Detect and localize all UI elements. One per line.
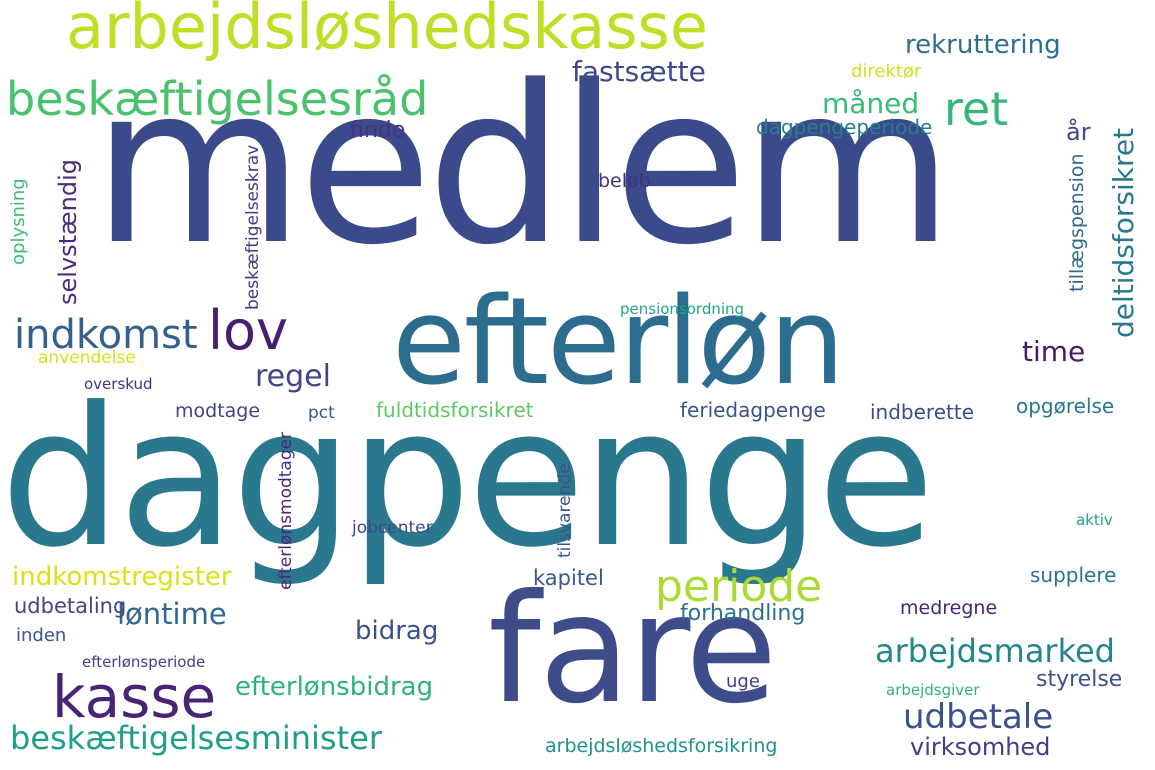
word-maned: måned	[822, 87, 920, 120]
word-arbejdsmarked: arbejdsmarked	[875, 632, 1115, 670]
word-lov: lov	[208, 299, 288, 362]
word-feriedagpenge: feriedagpenge	[680, 398, 826, 422]
word-jobcenter: jobcenter	[352, 518, 433, 538]
word-virksomhed: virksomhed	[910, 733, 1051, 761]
word-dagpengeperiode: dagpengeperiode	[756, 115, 933, 139]
word-time: time	[1022, 335, 1086, 368]
word-efterlonsbidrag: efterlønsbidrag	[235, 672, 434, 702]
word-fuldtidsforsikret: fuldtidsforsikret	[376, 398, 534, 422]
word-regel: regel	[255, 359, 331, 394]
word-efterlonsmodtager: efterlønsmodtager	[276, 431, 296, 590]
word-beskaeftigelseskrav: beskæftigelseskrav	[243, 144, 263, 310]
word-direktor: direktør	[851, 61, 922, 82]
word-forhandling: forhandling	[680, 601, 806, 626]
word-fare: fare	[488, 563, 777, 737]
word-tilsvarende: tilsvarende	[555, 463, 575, 558]
word-overskud: overskud	[84, 375, 153, 393]
word-arbejdsloshedsforsikring: arbejdsløshedsforsikring	[545, 735, 778, 757]
word-fastsaette: fastsætte	[572, 55, 706, 88]
word-styrelse: styrelse	[1036, 667, 1123, 692]
word-modtage: modtage	[175, 400, 261, 422]
word-finde: finde	[350, 118, 406, 143]
word-kapitel: kapitel	[533, 566, 604, 590]
word-belob: beløb	[598, 170, 651, 192]
word-dagpenge: dagpenge	[0, 367, 935, 590]
word-arbejdsgiver: arbejdsgiver	[886, 681, 980, 699]
word-indkomst: indkomst	[14, 312, 198, 358]
word-aktiv: aktiv	[1076, 511, 1113, 529]
word-uge: uge	[726, 671, 760, 692]
word-beskaeftigelsesrad: beskæftigelsesråd	[6, 72, 429, 126]
word-selvstaendig: selvstændig	[54, 159, 82, 305]
word-inden: inden	[16, 625, 67, 646]
word-supplere: supplere	[1030, 563, 1117, 587]
word-medlem: medlem	[92, 40, 954, 293]
word-bidrag: bidrag	[355, 616, 439, 646]
word-ar: år	[1066, 118, 1091, 146]
word-tillaegspension: tillægspension	[1066, 153, 1088, 292]
word-efterlon: efterløn	[392, 273, 845, 412]
word-arbejdsloshedskasse: arbejdsløshedskasse	[66, 0, 708, 63]
word-udbetaling: udbetaling	[14, 594, 127, 618]
word-anvendelse: anvendelse	[38, 348, 136, 368]
word-pensionsordning: pensionsordning	[620, 300, 745, 318]
word-indkomstregister: indkomstregister	[12, 562, 232, 592]
word-kasse: kasse	[52, 663, 217, 731]
word-pct: pct	[308, 403, 335, 423]
word-oplysning: oplysning	[8, 178, 29, 265]
word-opgorelse: opgørelse	[1016, 394, 1115, 418]
word-efterlonsperiode: efterlønsperiode	[82, 653, 206, 671]
word-indberette: indberette	[870, 400, 975, 424]
word-beskaeftigelsesminister: beskæftigelsesminister	[10, 719, 382, 757]
word-ret: ret	[944, 82, 1009, 136]
word-lontime: løntime	[117, 597, 227, 631]
word-periode: periode	[655, 561, 823, 612]
word-rekruttering: rekruttering	[905, 30, 1061, 60]
word-deltidsforsikret: deltidsforsikret	[1107, 127, 1140, 338]
word-udbetale: udbetale	[903, 697, 1054, 737]
word-medregne: medregne	[900, 597, 998, 619]
